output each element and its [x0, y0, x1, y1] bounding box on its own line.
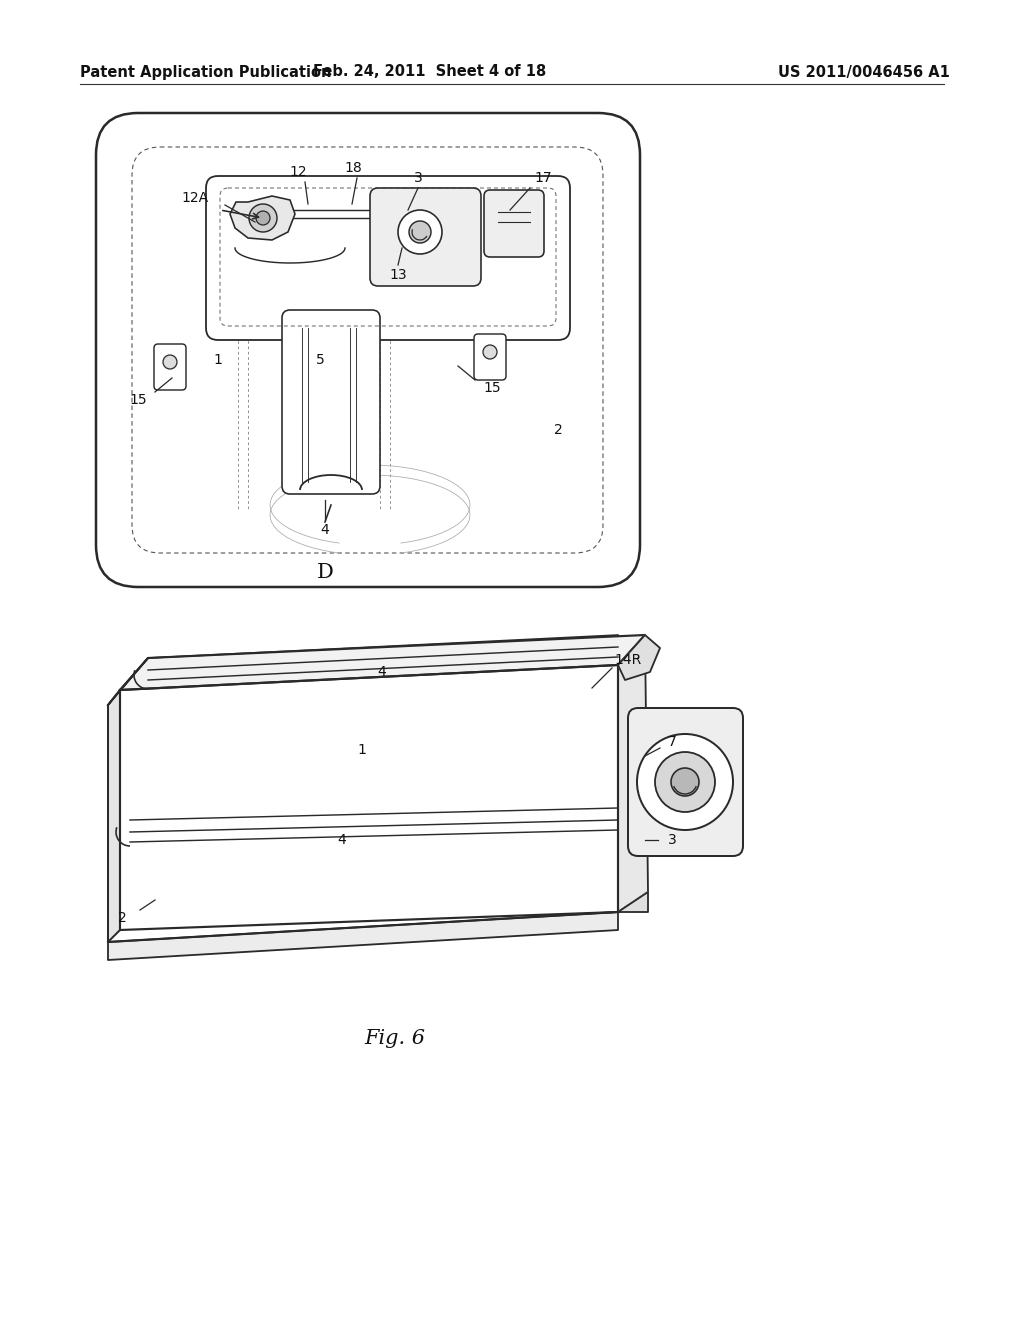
FancyBboxPatch shape [96, 114, 640, 587]
Text: 3: 3 [668, 833, 677, 847]
Polygon shape [230, 195, 295, 240]
Text: D: D [316, 562, 334, 582]
Text: 12A: 12A [181, 191, 209, 205]
Polygon shape [108, 912, 618, 960]
Polygon shape [618, 635, 648, 912]
Text: 1: 1 [357, 743, 367, 756]
Text: Patent Application Publication: Patent Application Publication [80, 65, 332, 79]
Polygon shape [108, 690, 120, 942]
Text: 12: 12 [289, 165, 307, 180]
FancyBboxPatch shape [154, 345, 186, 389]
Polygon shape [108, 657, 148, 705]
Text: 4: 4 [321, 523, 330, 537]
Circle shape [163, 355, 177, 370]
Text: 15: 15 [129, 393, 146, 407]
Polygon shape [618, 892, 648, 912]
Circle shape [256, 211, 270, 224]
FancyBboxPatch shape [474, 334, 506, 380]
Text: 1: 1 [214, 352, 222, 367]
Circle shape [637, 734, 733, 830]
Text: 2: 2 [554, 422, 562, 437]
Text: Feb. 24, 2011  Sheet 4 of 18: Feb. 24, 2011 Sheet 4 of 18 [313, 65, 547, 79]
FancyBboxPatch shape [282, 310, 380, 494]
Text: Fig. 6: Fig. 6 [365, 1028, 426, 1048]
Circle shape [483, 345, 497, 359]
FancyBboxPatch shape [484, 190, 544, 257]
FancyBboxPatch shape [628, 708, 743, 855]
Polygon shape [120, 665, 618, 931]
Text: 3: 3 [414, 172, 422, 185]
Text: 7: 7 [668, 735, 677, 748]
Text: 18: 18 [344, 161, 361, 176]
Polygon shape [120, 635, 645, 690]
Circle shape [671, 768, 699, 796]
Text: US 2011/0046456 A1: US 2011/0046456 A1 [778, 65, 950, 79]
Circle shape [409, 220, 431, 243]
Circle shape [398, 210, 442, 253]
Text: 15: 15 [483, 381, 501, 395]
Polygon shape [618, 635, 660, 680]
Text: 13: 13 [389, 268, 407, 282]
Text: 17: 17 [535, 172, 552, 185]
Text: 14R: 14R [614, 653, 642, 667]
Circle shape [249, 205, 278, 232]
Circle shape [655, 752, 715, 812]
Text: 4: 4 [338, 833, 346, 847]
Text: 5: 5 [315, 352, 325, 367]
Text: 2: 2 [118, 911, 126, 925]
FancyBboxPatch shape [206, 176, 570, 341]
Text: 4: 4 [378, 665, 386, 678]
FancyBboxPatch shape [370, 187, 481, 286]
